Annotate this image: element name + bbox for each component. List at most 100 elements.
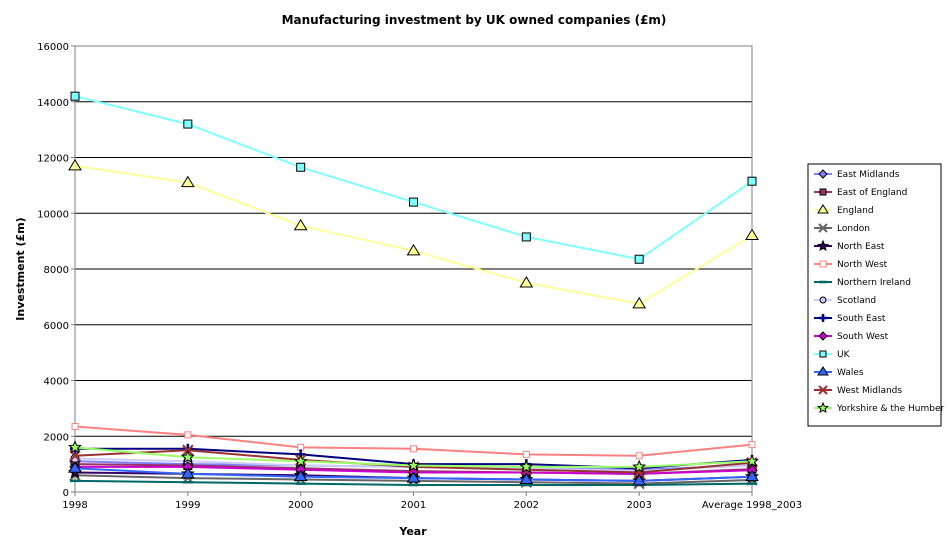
series-wales [68,461,759,486]
x-axis-title: Year [398,525,427,538]
x-axis: 1998 1999 2000 2001 2002 2003 Average 1998_200… [62,492,802,511]
data-point [819,296,827,304]
data-point [634,254,644,264]
legend-item: South West [814,331,889,342]
data-point [519,275,534,288]
legend-item: East Midlands [814,169,900,180]
data-point [180,449,195,464]
data-point [522,450,530,458]
legend-label: Wales [837,368,864,378]
legend-label: Yorkshire & the Humber [836,404,945,414]
legend-item: England [814,204,874,216]
data-point [748,441,756,449]
legend-item: Wales [814,366,864,378]
y-tick-label: 10000 [37,209,69,220]
y-tick-label: 4000 [44,377,69,388]
data-point [410,445,417,453]
data-point [68,440,82,454]
data-point [406,243,421,256]
data-point [406,458,421,472]
data-point [409,197,418,207]
data-point [296,162,306,172]
legend-label: South West [837,332,889,342]
data-point [293,469,308,482]
series-line [74,95,753,261]
legend-item: North East [814,239,885,252]
legend-label: North West [837,260,888,270]
x-tick-label: 2000 [288,500,313,511]
data-point [68,461,82,473]
data-point [745,453,759,468]
data-point [184,431,192,439]
data-point [180,466,195,479]
data-point [406,471,421,483]
x-tick-label: 2002 [514,500,539,511]
legend-item: Scotland [814,296,876,306]
data-point [70,91,80,101]
legend-label: South East [837,314,886,324]
y-axis: 0 2000 4000 6000 8000 10000 12000 14000 16000 [37,42,75,499]
data-point [819,314,827,322]
data-point [819,260,827,268]
y-tick-label: 0 [63,488,69,499]
data-point [747,176,757,186]
x-tick-label: 2003 [626,500,651,511]
series-england [68,158,759,309]
legend: East Midlands East of England England Londo… [807,163,945,427]
legend-item: Northern Ireland [814,278,911,288]
data-point [521,232,531,242]
data-point [816,239,830,252]
legend-item: North West [814,260,888,270]
data-point [632,473,647,486]
x-tick-label: 2001 [401,500,426,511]
data-point [71,422,79,430]
series-north-west [71,422,756,460]
data-point [819,350,827,358]
legend-item: South East [814,314,886,324]
legend-item: East of England [814,188,907,198]
series-line [74,164,753,305]
data-point [632,296,647,309]
data-point [293,453,308,468]
legend-label: UK [837,350,851,360]
y-tick-label: 2000 [44,432,69,443]
data-point [745,469,759,482]
x-tick-label: Average 1998_2003 [702,500,802,511]
legend-label: London [837,224,870,234]
chart-title: Manufacturing investment by UK owned com… [282,13,667,27]
series-group [68,91,759,490]
data-point [816,401,830,414]
legend-item: UK [814,350,851,360]
data-point [519,459,534,473]
y-tick-label: 16000 [37,42,69,53]
legend-item: Yorkshire & the Humber [814,401,945,414]
data-point [818,223,828,233]
data-point [745,228,759,241]
y-tick-label: 8000 [44,265,69,276]
y-tick-label: 12000 [37,154,69,165]
data-point [293,218,308,231]
y-axis-title: Investment (£m) [14,217,27,320]
gridlines [75,45,752,437]
y-tick-label: 14000 [37,98,69,109]
legend-label: East of England [837,188,907,198]
legend-label: Scotland [837,296,876,306]
data-point [817,204,829,214]
x-tick-label: 1999 [175,500,200,511]
legend-label: Northern Ireland [837,278,911,288]
data-point [68,158,82,171]
data-point [632,459,647,473]
legend-label: North East [837,242,885,252]
data-point [817,366,829,376]
legend-item: London [814,223,870,234]
series-uk [70,91,757,264]
data-point [183,119,193,129]
data-point [519,472,534,484]
data-point [635,452,643,460]
legend-label: East Midlands [837,170,900,180]
data-point [819,188,827,196]
data-point [818,169,828,179]
legend-box [807,163,942,427]
data-point [818,331,828,341]
